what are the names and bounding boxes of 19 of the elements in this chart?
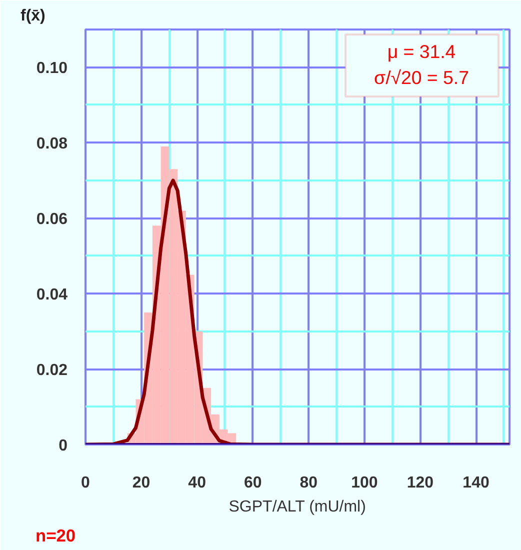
x-tick-label: 20 <box>132 474 150 492</box>
y-tick-label: 0.04 <box>36 286 68 304</box>
x-tick-label: 0 <box>81 474 90 492</box>
x-tick-label: 40 <box>188 474 206 492</box>
annotation: σ/√20 = 5.7 <box>374 67 469 88</box>
y-tick-label: 0.02 <box>36 362 68 380</box>
y-axis-title: f(x̄) <box>20 8 46 24</box>
x-tick-label: 140 <box>462 474 490 492</box>
y-tick-label: 0.06 <box>36 211 68 228</box>
x-tick-label: 80 <box>300 474 318 492</box>
text: n=20 <box>36 526 76 546</box>
x-tick-label: 60 <box>244 474 262 492</box>
annotation: μ = 31.4 <box>387 41 456 62</box>
x-tick-label: 120 <box>406 474 434 492</box>
x-tick-label: 100 <box>351 474 378 492</box>
y-tick-label: 0.10 <box>36 60 68 78</box>
y-tick-label: 0 <box>58 438 68 454</box>
y-tick-label: 0.08 <box>36 136 68 153</box>
x-axis-title: SGPT/ALT (mU/ml) <box>228 498 366 516</box>
